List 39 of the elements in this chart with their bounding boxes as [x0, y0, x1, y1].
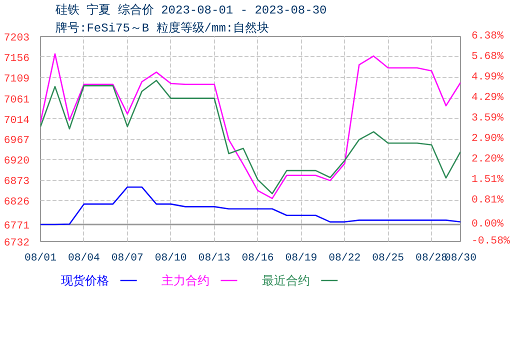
legend-label: 主力合约 — [161, 274, 210, 288]
x-tick-label: 08/19 — [285, 252, 318, 264]
chart-subtitle: 牌号:FeSi75～B 粒度等级/mm:自然块 — [56, 20, 270, 36]
y-tick-label: 6732 — [4, 238, 30, 250]
y2-tick-label: 3.59% — [472, 112, 504, 125]
y-tick-label: 7061 — [4, 94, 30, 106]
y-tick-label: 6771 — [4, 220, 30, 233]
y2-tick-label: 5.68% — [472, 51, 504, 64]
y-tick-label: 7203 — [4, 32, 30, 44]
y-tick-label: 6920 — [4, 156, 30, 168]
x-tick-label: 08/10 — [154, 252, 187, 264]
y2-tick-label: 4.29% — [472, 92, 504, 104]
line-series — [40, 186, 460, 226]
y-tick-label: 7109 — [4, 73, 30, 86]
x-tick-label: 08/25 — [372, 252, 404, 264]
x-tick-label: 08/07 — [111, 252, 144, 264]
y2-tick-label: 6.38% — [472, 30, 504, 42]
y-tick-label: 7156 — [4, 52, 30, 65]
y2-tick-label: -0.58% — [472, 236, 510, 248]
x-tick-label: 08/01 — [24, 252, 56, 264]
y2-tick-label: 2.90% — [472, 133, 504, 145]
y-tick-label: 6826 — [4, 196, 30, 209]
y-tick-label: 6967 — [4, 135, 30, 148]
chart-title: 硅铁 宁夏 综合价 2023-08-01 - 2023-08-30 — [54, 2, 327, 18]
y2-tick-label: 2.20% — [472, 154, 504, 166]
y2-tick-label: 1.51% — [472, 174, 504, 186]
x-tick-label: 08/04 — [68, 252, 100, 264]
legend-label: 现货价格 — [61, 274, 110, 288]
line-series — [40, 80, 460, 194]
line-series — [40, 53, 460, 200]
y-tick-label: 6873 — [4, 176, 30, 188]
y2-tick-label: 0.81% — [472, 194, 504, 207]
x-tick-label: 08/16 — [242, 252, 274, 264]
y-tick-label: 7014 — [4, 114, 30, 127]
x-tick-label: 08/13 — [198, 252, 230, 264]
y2-tick-label: 4.99% — [472, 71, 504, 84]
y2-tick-label: 0.00% — [472, 218, 504, 230]
legend-label: 最近合约 — [262, 274, 310, 288]
x-tick-label: 08/22 — [328, 252, 361, 264]
